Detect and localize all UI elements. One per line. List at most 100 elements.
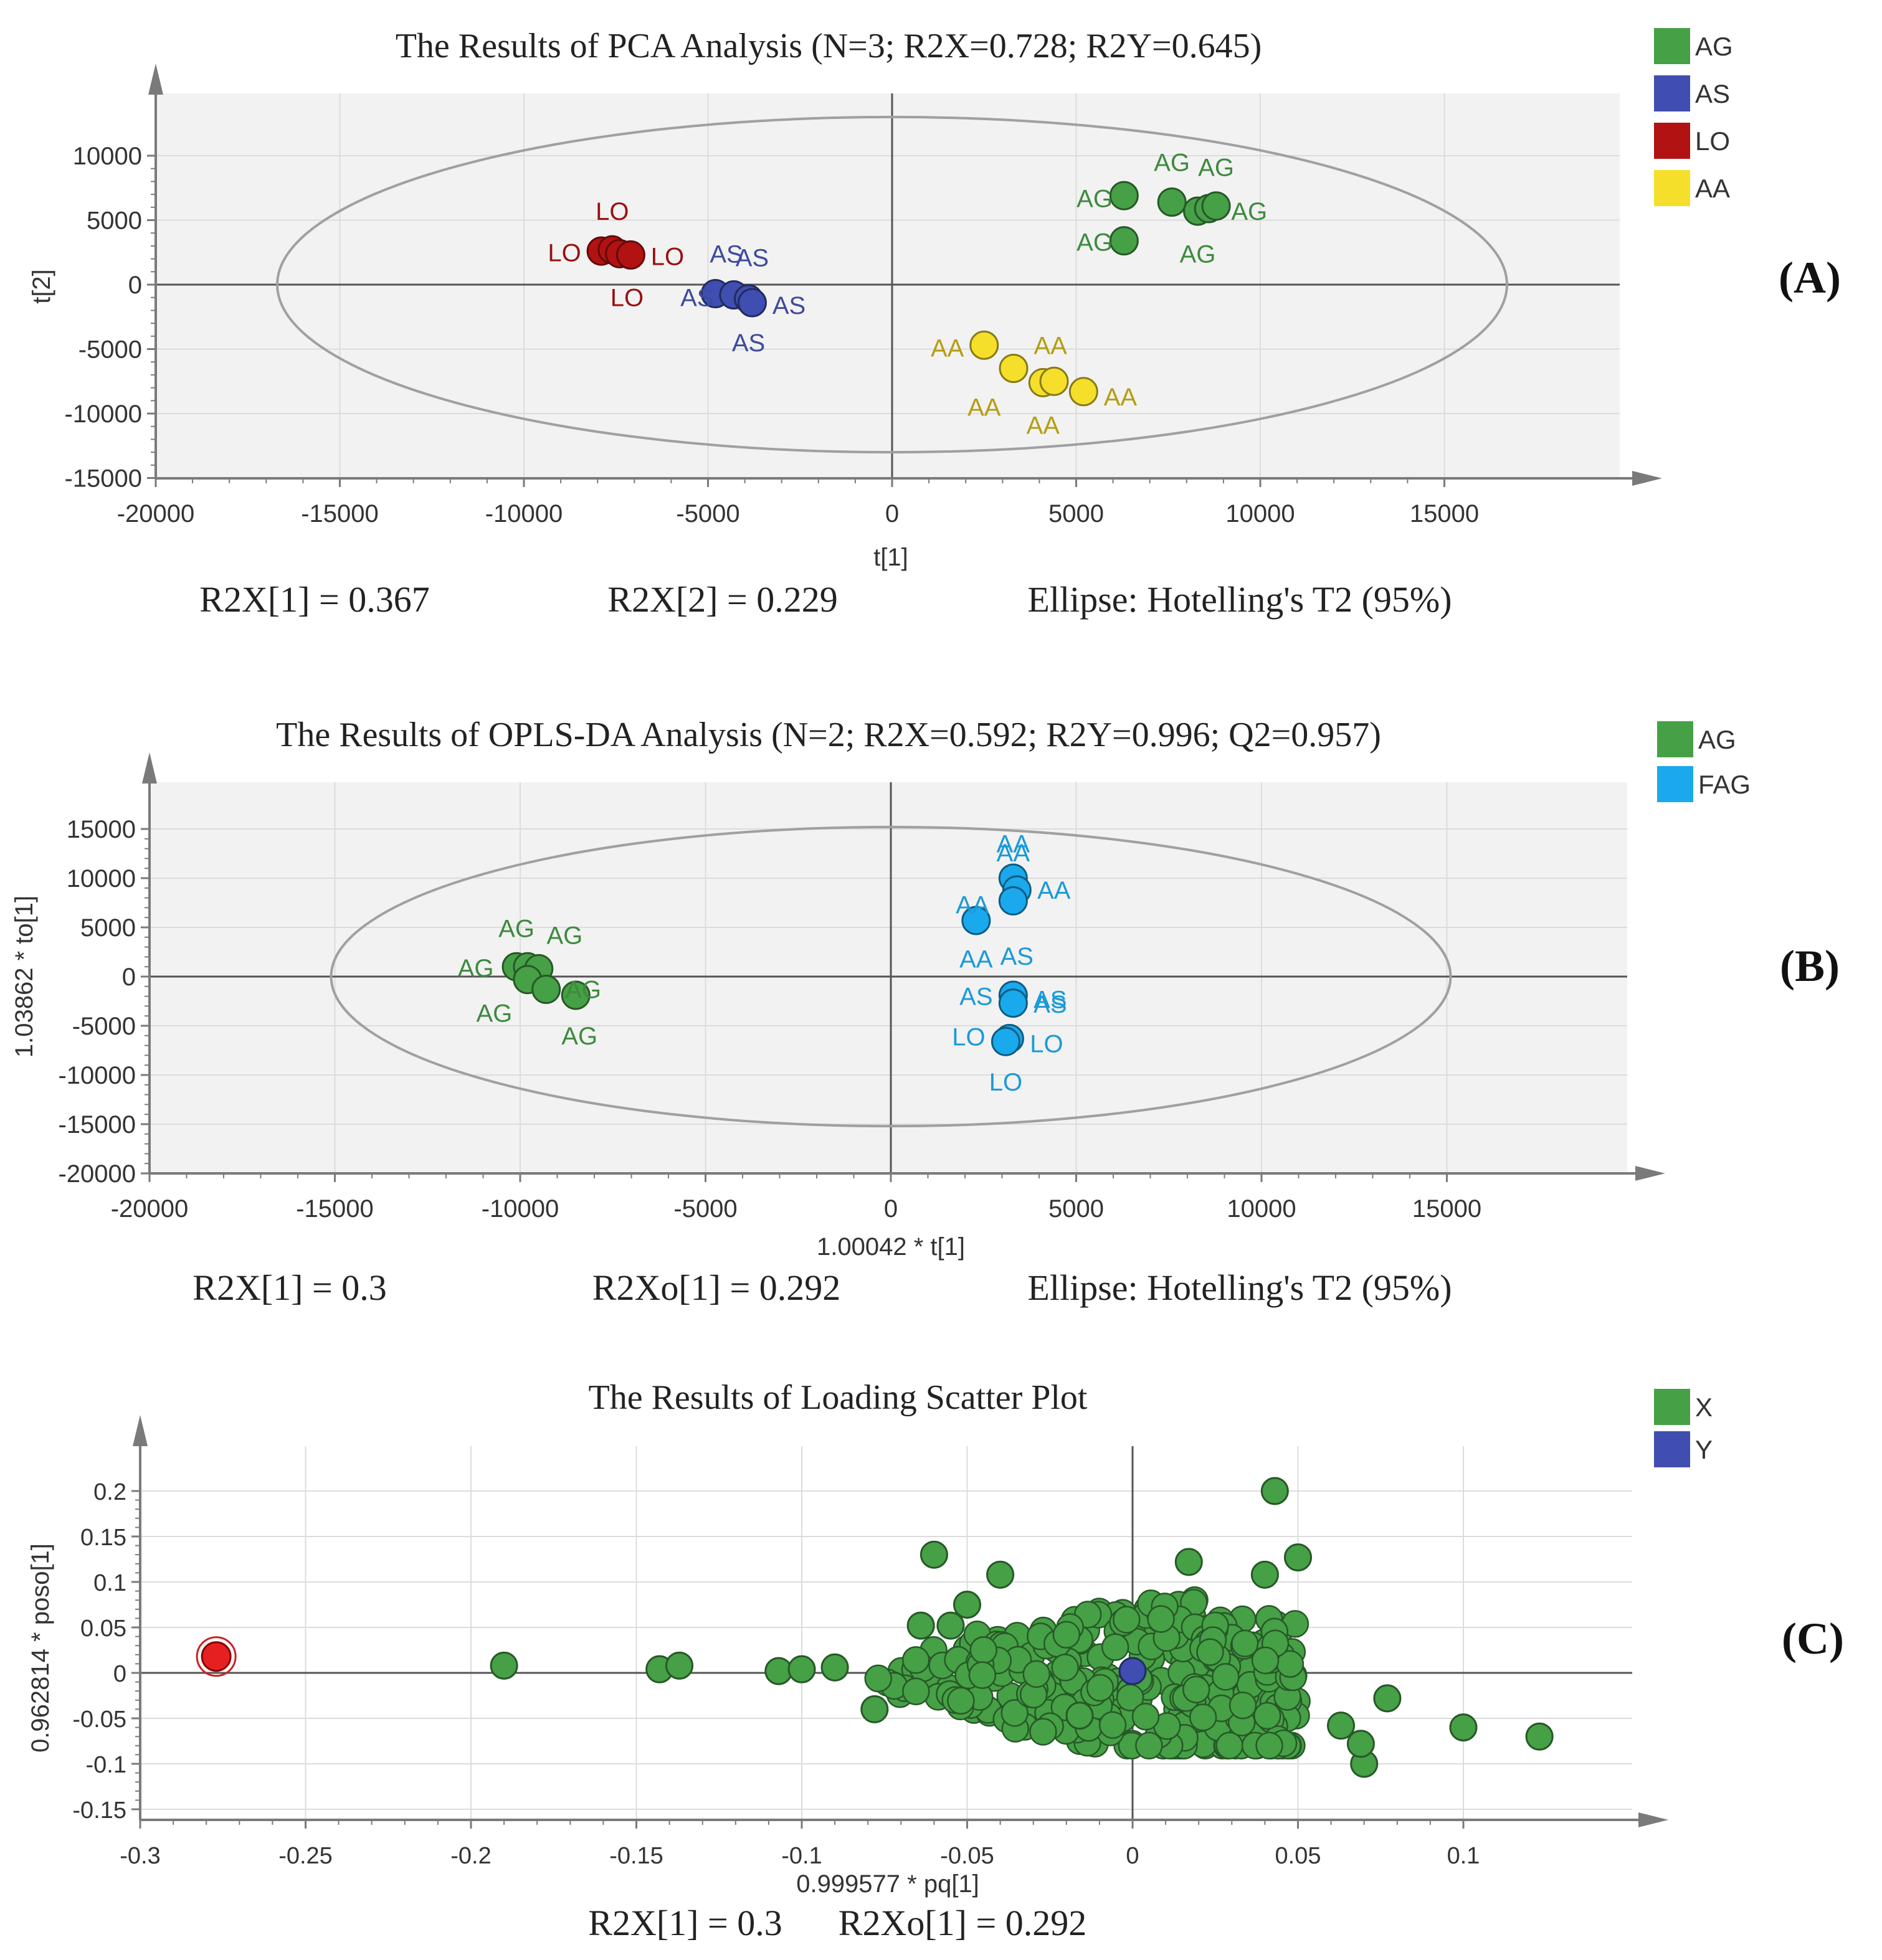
y-tick-label: 0.2	[93, 1479, 126, 1505]
legend-swatch-aa	[1654, 170, 1690, 206]
point-x	[1449, 1713, 1478, 1742]
x-axis-arrow-icon	[1635, 1166, 1665, 1181]
point-label: AG	[458, 955, 494, 982]
y-tick-label: 0.05	[80, 1616, 126, 1642]
point-aa	[969, 330, 999, 360]
point-x	[860, 1695, 889, 1723]
x-tick-label: -0.05	[940, 1843, 994, 1869]
oplsda-hotelling-ellipse	[330, 825, 1452, 1128]
point-label: AG	[498, 916, 535, 943]
y-tick-label: -10000	[58, 1062, 136, 1089]
x-tick-label: -0.15	[609, 1843, 663, 1869]
pca-points	[586, 181, 1231, 407]
loading-cluster-point	[1212, 1663, 1240, 1691]
loading-cluster-point	[1098, 1711, 1127, 1739]
point-x	[1260, 1477, 1289, 1505]
point-label: AA	[997, 831, 1030, 858]
point-ag	[1109, 181, 1139, 211]
point-ag	[1157, 187, 1187, 217]
x-tick-label: 10000	[1225, 500, 1295, 528]
y-tick-label: -5000	[72, 1013, 136, 1040]
y-tick-label: 15000	[67, 816, 136, 843]
x-tick-label: -20000	[117, 500, 195, 528]
y-tick-label: -20000	[58, 1160, 136, 1188]
point-x	[986, 1560, 1015, 1589]
point-fag	[961, 906, 991, 935]
point-aa	[1068, 377, 1098, 407]
pca-title: The Results of PCA Analysis (N=3; R2X=0.…	[396, 27, 1262, 65]
point-x	[936, 1611, 965, 1640]
loading-cluster-point	[1135, 1731, 1163, 1760]
loading-footer-r2xo1: R2Xo[1] = 0.292	[839, 1903, 1086, 1943]
point-as	[737, 288, 767, 318]
point-aa	[1039, 366, 1069, 396]
loading-cluster-point	[1255, 1731, 1283, 1760]
loading-cluster-point	[1052, 1621, 1081, 1649]
point-lo	[615, 240, 645, 270]
point-label: AS	[680, 285, 713, 312]
panel-a-pca: The Results of PCA Analysis (N=3; R2X=0.…	[28, 27, 1841, 620]
point-x	[1250, 1560, 1279, 1589]
y-tick-label: -0.1	[86, 1752, 126, 1778]
point-x	[1525, 1722, 1554, 1751]
point-label: AS	[732, 329, 765, 357]
point-x	[490, 1651, 518, 1680]
point-label: AG	[547, 922, 583, 950]
legend-swatch-x	[1654, 1389, 1690, 1425]
oplsda-x-axis-label: 1.00042 * t[1]	[817, 1233, 965, 1261]
x-tick-label: -0.25	[278, 1843, 333, 1869]
x-tick-label: -20000	[111, 1195, 189, 1223]
panel-label-c: (C)	[1782, 1614, 1844, 1664]
panel-label-b: (B)	[1780, 941, 1840, 991]
legend-swatch-as	[1654, 75, 1690, 111]
point-x	[906, 1611, 935, 1640]
x-tick-label: 15000	[1412, 1195, 1481, 1223]
x-tick-label: -0.3	[120, 1843, 160, 1869]
point-x	[764, 1657, 793, 1685]
pca-footer-ellipse: Ellipse: Hotelling's T2 (95%)	[1027, 579, 1452, 620]
outlier-ring	[196, 1636, 237, 1677]
point-label: AG	[1198, 154, 1234, 182]
legend-label-lo: LO	[1695, 126, 1730, 156]
point-x	[1346, 1730, 1375, 1758]
y-tick-label: 10000	[73, 143, 142, 170]
point-label: LO	[989, 1069, 1022, 1096]
point-label: AA	[997, 840, 1030, 867]
x-tick-label: -0.1	[781, 1843, 822, 1869]
point-label: AS	[1034, 986, 1067, 1013]
loading-title: The Results of Loading Scatter Plot	[589, 1378, 1088, 1417]
point-label: AA	[959, 946, 993, 973]
oplsda-legend: AG FAG	[1657, 721, 1751, 802]
point-x	[665, 1651, 694, 1680]
point-label: AG	[1231, 198, 1267, 225]
oplsda-title: The Results of OPLS-DA Analysis (N=2; R2…	[276, 716, 1381, 754]
legend-label-y: Y	[1695, 1435, 1713, 1464]
loading-cluster-point	[864, 1664, 892, 1693]
x-tick-label: 0	[885, 500, 899, 528]
point-label: AA	[1104, 384, 1138, 411]
x-tick-label: -5000	[676, 500, 739, 528]
legend-label-ag: AG	[1695, 32, 1733, 61]
legend-swatch-ag	[1657, 721, 1693, 757]
point-label: AA	[1034, 332, 1067, 359]
pca-plot-area	[156, 93, 1620, 478]
point-ag	[531, 975, 561, 1005]
loading-cluster-point	[1051, 1654, 1080, 1682]
point-label: AG	[1076, 229, 1113, 257]
pca-footer-r2x2: R2X[2] = 0.229	[607, 579, 837, 620]
x-tick-label: 10000	[1227, 1195, 1296, 1223]
pca-x-axis-label: t[1]	[873, 544, 908, 571]
point-label: AG	[1180, 240, 1216, 268]
x-tick-label: 0	[884, 1195, 898, 1223]
pca-y-axis-label: t[2]	[28, 269, 55, 304]
x-tick-label: 5000	[1048, 1195, 1104, 1223]
point-label: AG	[476, 1000, 512, 1027]
point-label: LO	[651, 243, 684, 270]
y-tick-label: -0.05	[72, 1707, 126, 1733]
outlier-point	[201, 1641, 232, 1672]
oplsda-axes: -20000 -15000 -10000 -5000 0 5000 10000 15000 -2…	[58, 752, 1665, 1223]
point-label: LO	[1030, 1030, 1063, 1058]
pca-axes: -20000 -15000 -10000 -5000 0 5000 10000 15000 -1…	[64, 64, 1662, 528]
